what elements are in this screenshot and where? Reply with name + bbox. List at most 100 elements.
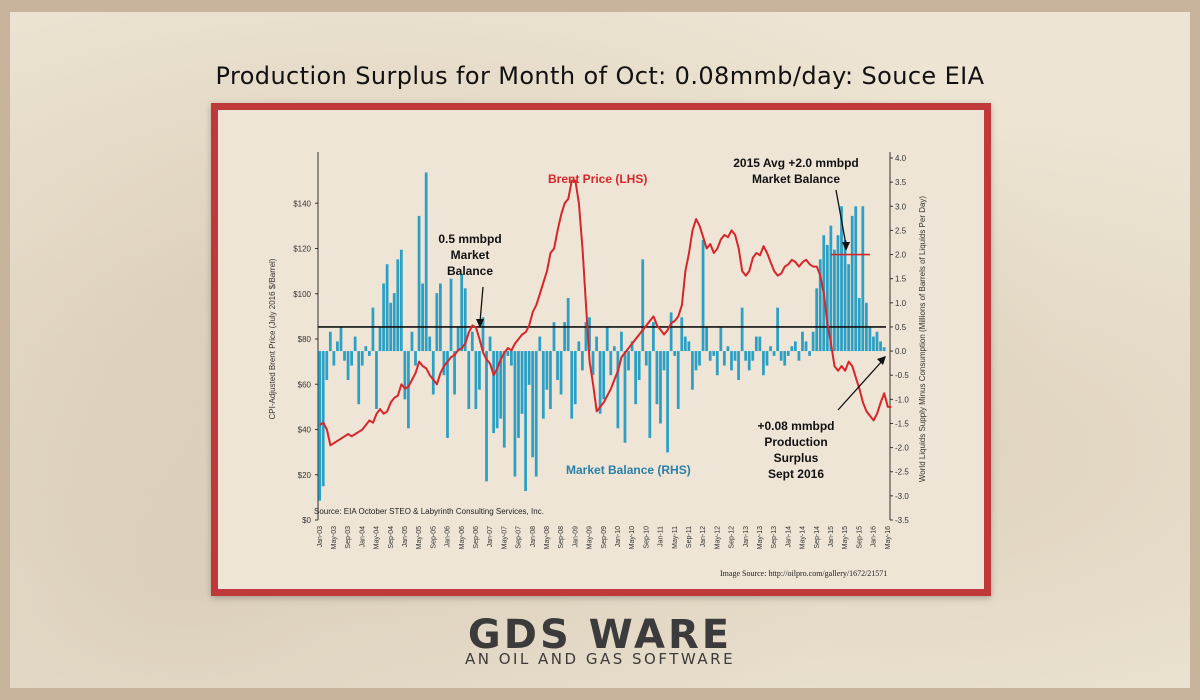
right-axis-tick-label: -3.5 [895, 516, 909, 525]
market-balance-bar [431, 351, 435, 395]
market-balance-bar [772, 351, 776, 356]
market-balance-bar [730, 351, 733, 371]
market-balance-bar [414, 351, 417, 366]
market-balance-bar [375, 351, 378, 409]
market-balance-bar [879, 341, 882, 352]
market-balance-bar [786, 351, 790, 356]
market-balance-bar [794, 341, 797, 352]
x-axis-tick-label: Jan-05 [402, 526, 409, 548]
market-balance-bar [566, 297, 570, 352]
market-balance-bar [765, 351, 769, 366]
market-balance-bar [854, 206, 858, 352]
x-axis-tick-label: Jan-04 [359, 526, 366, 548]
market-balance-bar [385, 264, 389, 352]
x-axis-tick-label: Jan-03 [317, 526, 324, 548]
market-balance-bar [701, 240, 705, 352]
x-axis-tick-label: Jan-13 [743, 526, 750, 548]
market-balance-bar [652, 322, 655, 352]
market-balance-bar [602, 351, 606, 400]
x-axis-tick-label: Sep-05 [430, 526, 437, 549]
market-balance-bar [502, 351, 506, 448]
x-axis-tick-label: May-09 [587, 526, 594, 549]
right-axis-tick-label: 3.0 [895, 202, 907, 211]
x-axis-tick-label: Jan-06 [445, 526, 452, 548]
market-balance-bar [680, 317, 684, 352]
market-balance-bar [488, 336, 492, 352]
market-balance-bar [733, 351, 737, 361]
x-axis-tick-label: Jan-10 [615, 526, 622, 548]
market-balance-bar [769, 346, 772, 352]
right-axis-tick-label: 0.0 [895, 347, 907, 356]
market-balance-bar [527, 351, 531, 385]
right-axis-tick-label: -2.5 [895, 468, 909, 477]
left-axis-tick-label: $100 [293, 290, 311, 299]
right-axis-tick-label: 1.0 [895, 299, 907, 308]
market-balance-bar [872, 336, 875, 352]
market-balance-bar [708, 351, 712, 361]
annotation-2015-avg-line: Market Balance [752, 172, 840, 186]
right-axis-tick-label: 2.5 [895, 226, 907, 235]
market-balance-bar [808, 351, 811, 356]
market-balance-bar [694, 351, 698, 371]
x-axis-tick-label: Sep-03 [345, 526, 352, 549]
market-balance-bar [687, 341, 691, 352]
market-balance-bar [644, 351, 648, 366]
market-balance-bar [627, 351, 630, 371]
x-axis-tick-label: May-04 [374, 526, 381, 549]
market-balance-bar [843, 240, 847, 352]
market-balance-bar [737, 351, 740, 381]
annotation-2015-avg-line: 2015 Avg +2.0 mmbpd [733, 156, 859, 170]
market-balance-bar [399, 249, 403, 352]
left-axis-tick-label: $80 [298, 335, 312, 344]
market-balance-bar [485, 351, 488, 482]
x-axis-tick-label: Sep-08 [558, 526, 565, 549]
x-axis-tick-label: May-03 [331, 526, 338, 549]
annotation-2015-arrowhead [842, 242, 850, 251]
market-balance-bar [762, 351, 765, 376]
market-balance-bar [818, 259, 822, 352]
market-balance-bar [474, 351, 478, 409]
x-axis-tick-label: May-11 [672, 526, 679, 549]
market-balance-bar [605, 326, 609, 352]
market-balance-bar [641, 259, 645, 352]
gds-ware-logo: GDS WARE [467, 612, 733, 658]
market-balance-bar [563, 322, 566, 352]
market-balance-bar [584, 322, 588, 352]
market-balance-bar [666, 351, 669, 453]
market-balance-bar [776, 307, 779, 352]
market-balance-bar [573, 351, 577, 405]
market-balance-bar [634, 351, 637, 405]
market-balance-bar [857, 297, 861, 352]
market-balance-bar [825, 244, 829, 352]
market-balance-bar [620, 331, 623, 352]
x-axis-tick-label: Sep-15 [856, 526, 863, 549]
right-axis-tick-label: -1.0 [895, 395, 909, 404]
logo-subtitle: AN OIL AND GAS SOFTWARE [464, 650, 736, 668]
left-axis-title: CPI-Adjusted Brent Price (July 2016 $/Ba… [268, 258, 277, 419]
market-balance-bar [744, 351, 748, 361]
market-balance-bar [353, 336, 357, 352]
market-balance-bar [364, 346, 368, 352]
x-axis-tick-label: Sep-09 [601, 526, 608, 549]
market-balance-bar [797, 351, 801, 361]
left-axis-tick-label: $120 [293, 245, 311, 254]
annotation-production-surplus-line: +0.08 mmbpd [757, 419, 834, 433]
market-balance-bar [811, 331, 815, 352]
market-balance-bar [541, 351, 545, 419]
market-balance-bar [875, 331, 879, 352]
market-balance-bar [726, 346, 730, 352]
x-axis-tick-label: Jan-16 [871, 526, 878, 548]
market-balance-bar [410, 331, 414, 352]
market-balance-bar [456, 326, 460, 352]
annotation-production-surplus-line: Production [764, 435, 827, 449]
x-axis-tick-label: May-16 [885, 526, 892, 549]
market-balance-bar [428, 336, 432, 352]
x-axis-tick-label: Jan-14 [785, 526, 792, 548]
market-balance-bar [804, 341, 808, 352]
x-axis-tick-label: Sep-13 [771, 526, 778, 549]
market-balance-bar [712, 351, 716, 356]
image-source-caption: Image Source: http://oilpro.com/gallery/… [720, 569, 888, 578]
market-balance-bar [350, 351, 353, 366]
market-balance-bar [829, 225, 833, 352]
market-balance-bar [499, 351, 503, 419]
